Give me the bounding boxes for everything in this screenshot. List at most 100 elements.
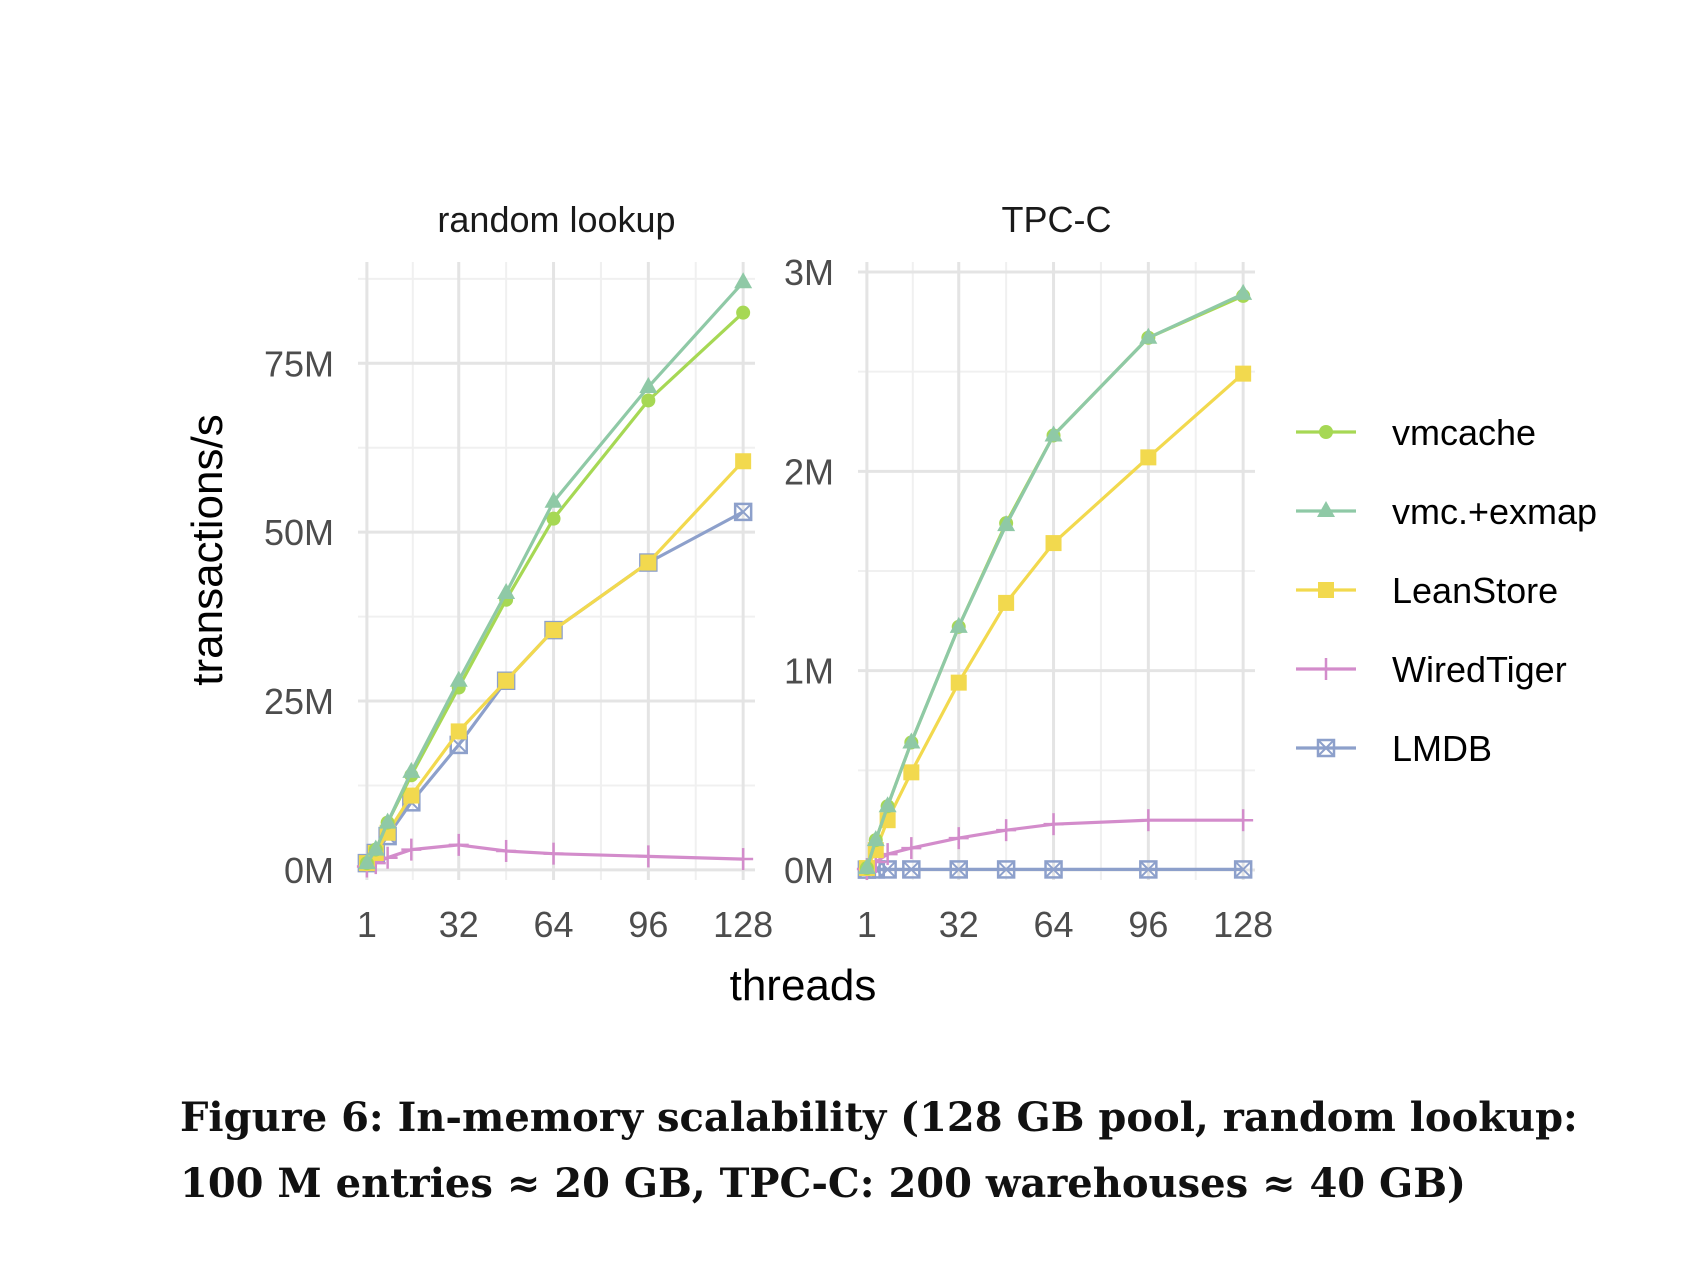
grid-major [358, 262, 755, 880]
data-point [997, 515, 1016, 532]
data-point [496, 839, 517, 862]
data-point [1044, 425, 1063, 442]
grid-minor [858, 262, 1255, 880]
x-tick-label: 128 [713, 904, 773, 945]
legend-item-lmdb: LMDB [1296, 728, 1492, 769]
data-point [735, 453, 752, 470]
y-tick-label: 75M [264, 343, 334, 384]
data-point [1139, 860, 1158, 879]
data-point [949, 616, 968, 633]
data-point [450, 723, 467, 740]
legend-item-leanstore: LeanStore [1296, 570, 1558, 611]
data-point [1044, 860, 1063, 879]
data-point [544, 491, 563, 508]
legend-label: WiredTiger [1392, 649, 1567, 690]
y-tick-label: 0M [284, 850, 334, 891]
series-vmc-exmap [857, 283, 1253, 875]
data-point [733, 848, 754, 871]
legend-item-wiredtiger: WiredTiger [1296, 649, 1567, 690]
data-point [449, 670, 468, 687]
data-point [497, 582, 516, 599]
panel-random-lookup: random lookup 1 32 64 96 128 0M 25M 50M 75M [264, 199, 773, 945]
data-point [857, 858, 876, 875]
data-point [996, 819, 1017, 842]
legend-item-vmc-exmap: vmc.+exmap [1296, 491, 1597, 532]
data-point [736, 305, 751, 320]
legend-item-vmcache: vmcache [1296, 412, 1536, 453]
data-point [950, 674, 967, 691]
legend-label: vmc.+exmap [1392, 491, 1597, 532]
legend-marker [1316, 658, 1336, 680]
data-point [1138, 809, 1159, 832]
x-axis-label: threads [730, 961, 877, 1010]
data-point [1233, 809, 1254, 832]
legend-marker [1318, 582, 1334, 598]
data-point [638, 845, 659, 868]
series-lmdb [857, 860, 1253, 879]
data-point [866, 830, 885, 847]
data-point [357, 853, 376, 870]
x-tick-label: 1 [357, 904, 377, 945]
caption-line-1: Figure 6: In-memory scalability (128 GB … [180, 1094, 1578, 1141]
x-tick-label: 96 [628, 904, 668, 945]
data-point [902, 732, 921, 749]
y-axis-label: transactions/s [183, 414, 232, 685]
data-point [1235, 365, 1252, 382]
series-wiredtiger [856, 809, 1254, 881]
data-point [448, 833, 469, 856]
data-point [733, 502, 753, 522]
y-tick-label: 0M [784, 850, 834, 891]
data-point [948, 827, 969, 850]
figure-caption: Figure 6: In-memory scalability (128 GB … [180, 1085, 1680, 1217]
data-point [543, 842, 564, 865]
data-point [545, 622, 562, 639]
data-point [1043, 813, 1064, 836]
x-tick-label: 32 [939, 904, 979, 945]
panel-tpc-c: TPC-C 1 32 64 96 128 0M 1M 2M 3M [784, 199, 1273, 945]
data-point [902, 860, 921, 879]
data-point [996, 860, 1016, 879]
data-point [498, 672, 515, 689]
data-point [1234, 283, 1253, 300]
legend-marker [1317, 501, 1335, 517]
y-tick-label: 2M [784, 451, 834, 492]
legend-label: vmcache [1392, 412, 1536, 453]
data-point [1139, 327, 1158, 344]
x-tick-label: 64 [534, 904, 574, 945]
caption-line-2: 100 M entries ≈ 20 GB, TPC-C: 200 wareho… [180, 1160, 1466, 1207]
data-point [734, 272, 753, 289]
panel-title: TPC-C [1002, 199, 1112, 240]
legend-marker [1319, 425, 1333, 439]
data-point [641, 393, 656, 408]
y-tick-label: 1M [784, 651, 834, 692]
data-point [403, 787, 420, 804]
chart: random lookup 1 32 64 96 128 0M 25M 50M 75M TPC-C 1… [183, 199, 1597, 1010]
x-tick-label: 128 [1213, 904, 1273, 945]
data-point [1233, 860, 1253, 879]
data-point [378, 812, 397, 829]
data-point [1140, 449, 1157, 466]
y-tick-label: 25M [264, 681, 334, 722]
data-point [903, 764, 920, 781]
data-point [949, 860, 968, 879]
data-point [546, 511, 561, 526]
data-point [1045, 535, 1062, 552]
x-tick-label: 64 [1034, 904, 1074, 945]
x-tick-label: 32 [439, 904, 479, 945]
data-point [366, 839, 385, 856]
series-vmc-exmap [357, 272, 753, 870]
x-tick-label: 1 [857, 904, 877, 945]
data-point [998, 594, 1015, 611]
data-point [401, 838, 422, 861]
chart-panels: random lookup 1 32 64 96 128 0M 25M 50M 75M TPC-C 1… [264, 199, 1273, 945]
data-point [639, 376, 658, 393]
y-tick-label: 50M [264, 512, 334, 553]
y-tick-label: 3M [784, 252, 834, 293]
data-point [901, 837, 922, 860]
data-point [402, 761, 421, 778]
legend-marker [1316, 738, 1336, 758]
legend-label: LeanStore [1392, 570, 1558, 611]
x-tick-label: 96 [1128, 904, 1168, 945]
panel-title: random lookup [437, 199, 675, 240]
